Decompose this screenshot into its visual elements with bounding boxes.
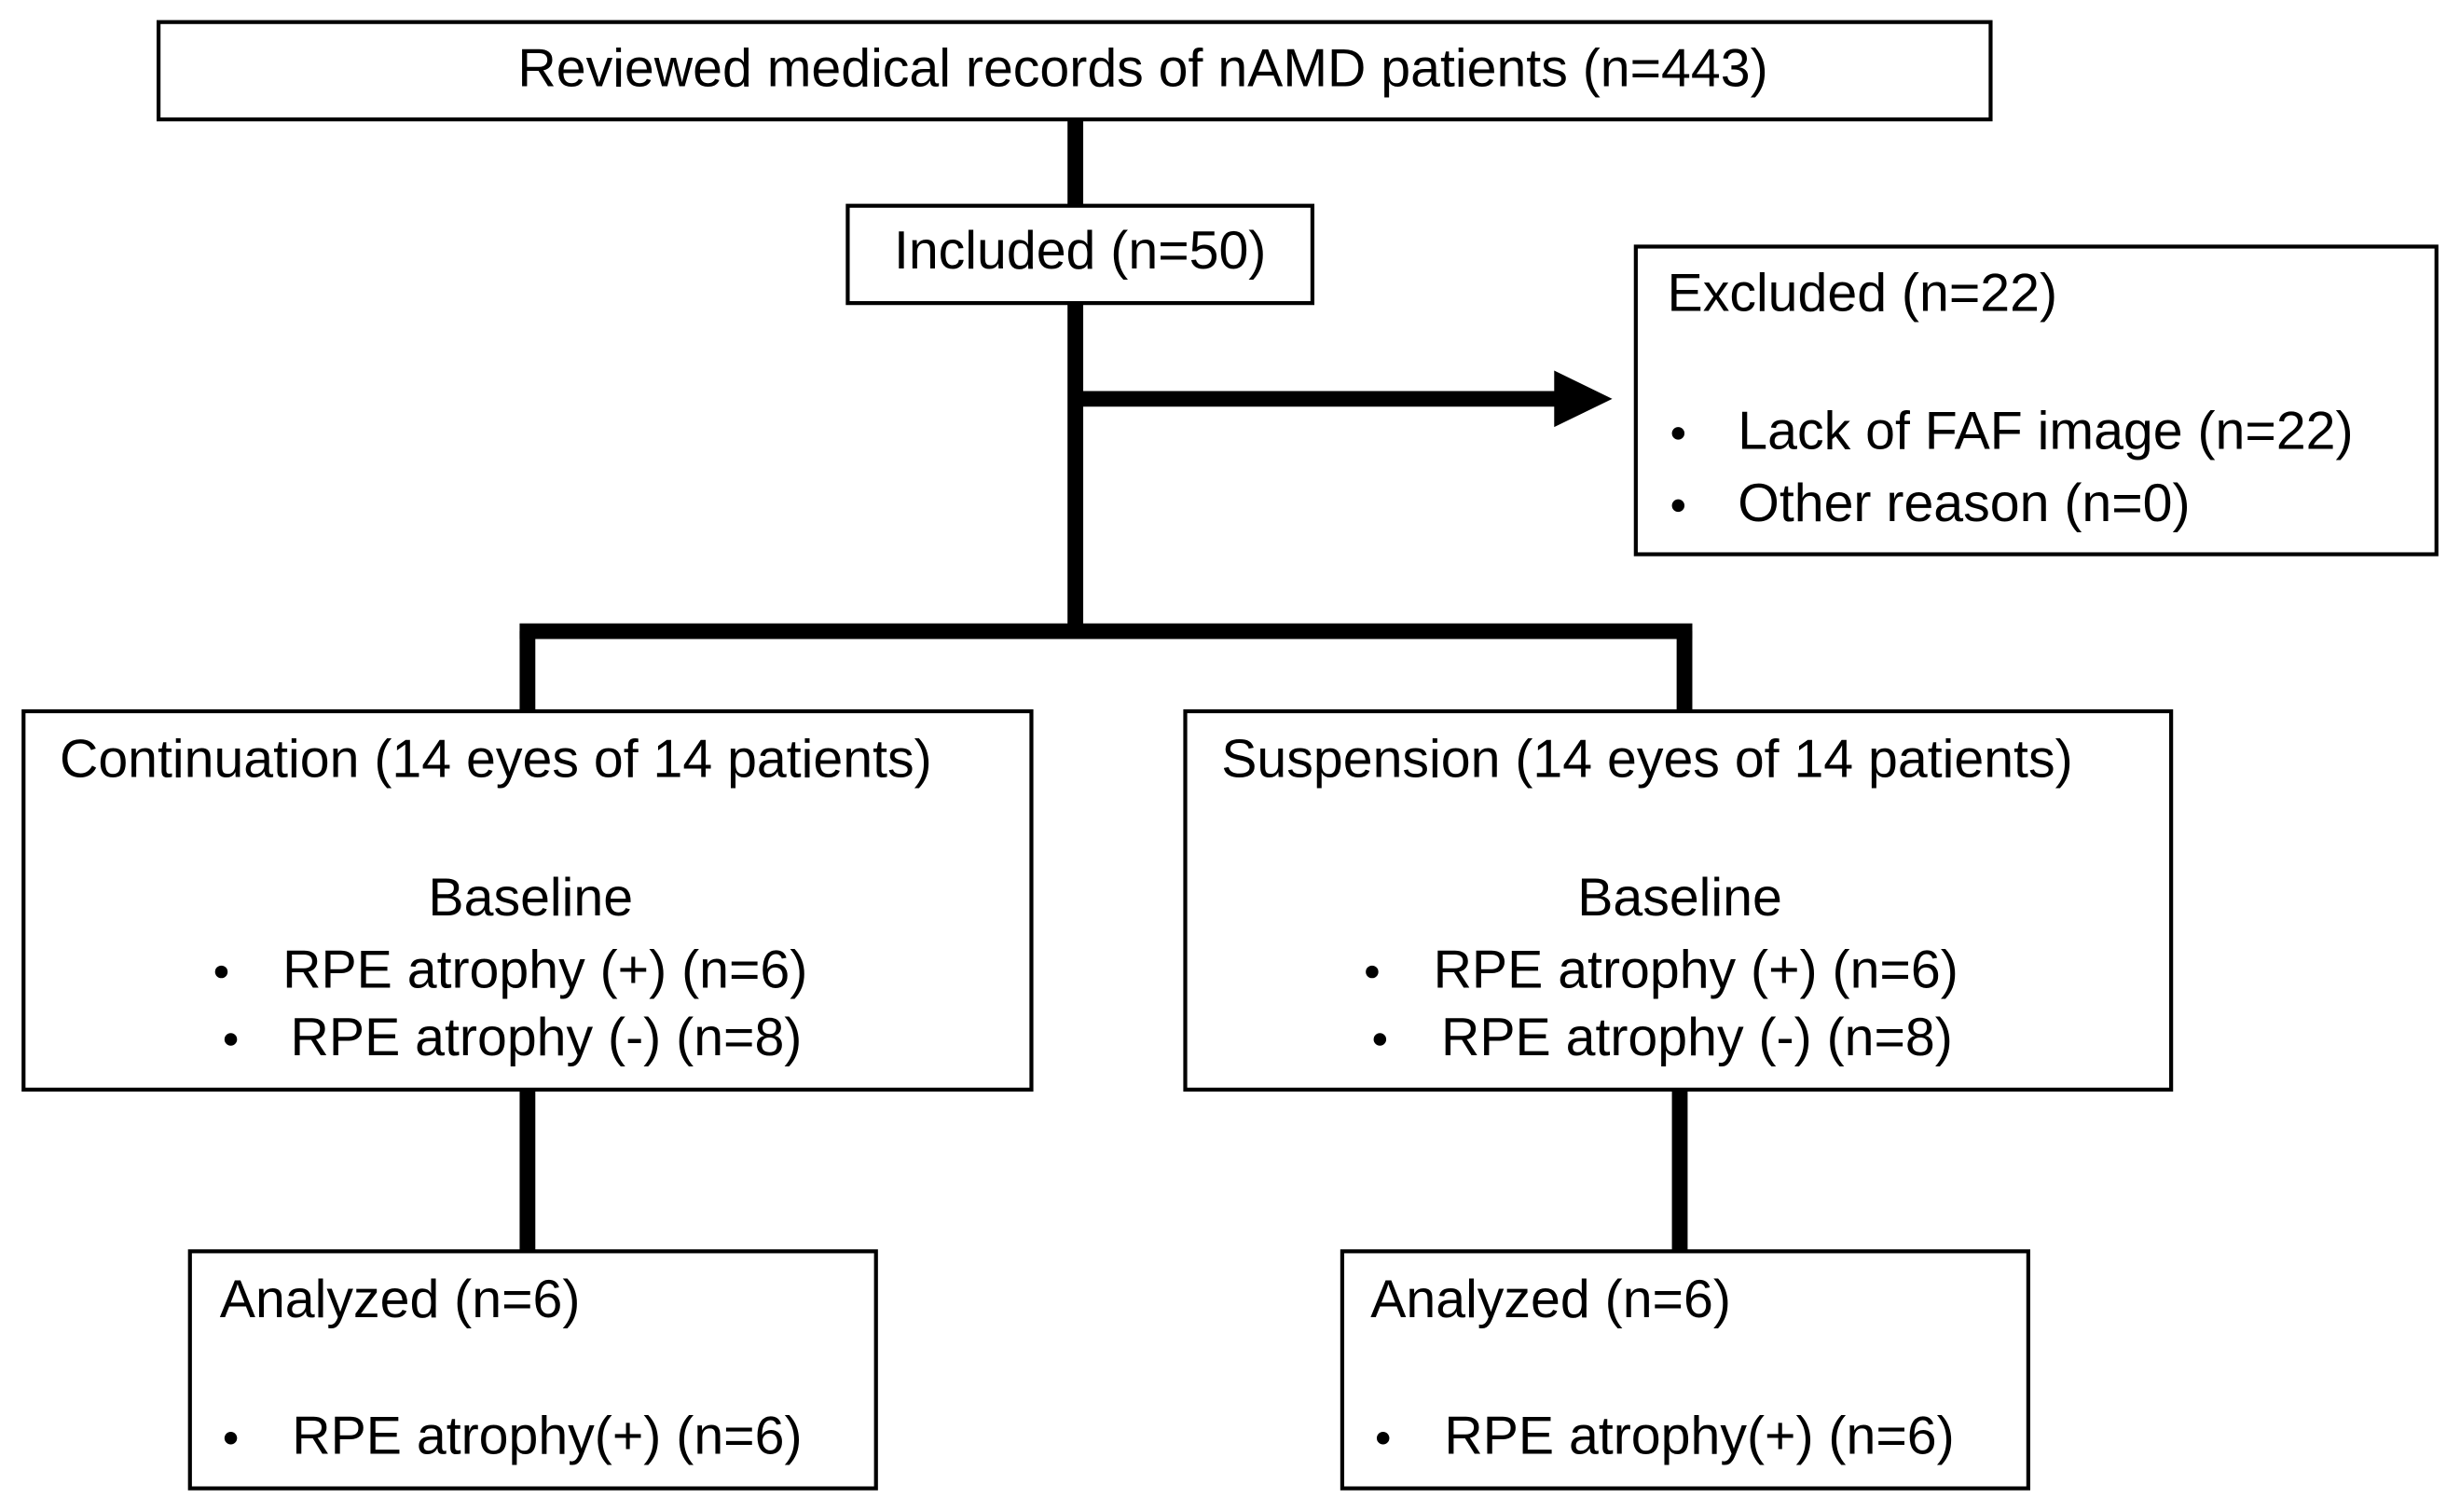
bullet [1366,965,1379,979]
analyzed-box [187,1249,878,1491]
bullet [1373,1033,1387,1046]
bullet [224,1033,238,1046]
bullet-item: RPE atrophy (+) (n=6) [282,940,807,999]
continuation-box [21,708,1034,1092]
connectors [519,119,1693,1252]
box-title: Analyzed (n=6) [220,1270,581,1329]
bullet-item: RPE atrophy (+) (n=6) [1434,940,1958,999]
box-title: Suspension (14 eyes of 14 patients) [1221,730,2072,790]
bullet-item: RPE atrophy (-) (n=8) [1441,1008,1953,1067]
bullet [1671,427,1685,440]
bullet-item: Lack of FAF image (n=22) [1738,402,2353,461]
suspension-box [1183,708,2174,1092]
box-title: Analyzed (n=6) [1370,1270,1731,1329]
bullet [214,965,228,979]
analyzed-box [1340,1249,2030,1491]
bullet [1376,1432,1390,1445]
bullet-item: Other reason (n=0) [1738,474,2190,533]
bullet-item: RPE atrophy (-) (n=8) [291,1008,803,1067]
bullet-item: RPE atrophy(+) (n=6) [1444,1407,1954,1466]
arrow-head [1554,370,1613,428]
box-subtitle: Baseline [428,868,633,928]
box-subtitle: Baseline [1577,868,1782,928]
bullet-item: RPE atrophy(+) (n=6) [292,1407,802,1466]
bullet [1671,499,1685,513]
excluded-box [1633,244,2439,557]
box-title: Reviewed medical records of nAMD patient… [517,39,1767,99]
box-title: Included (n=50) [894,221,1266,281]
box-title: Continuation (14 eyes of 14 patients) [60,730,932,790]
included-box [845,203,1315,306]
box-title: Excluded (n=22) [1668,264,2058,323]
bullet [224,1432,238,1445]
records-box [156,20,1993,122]
